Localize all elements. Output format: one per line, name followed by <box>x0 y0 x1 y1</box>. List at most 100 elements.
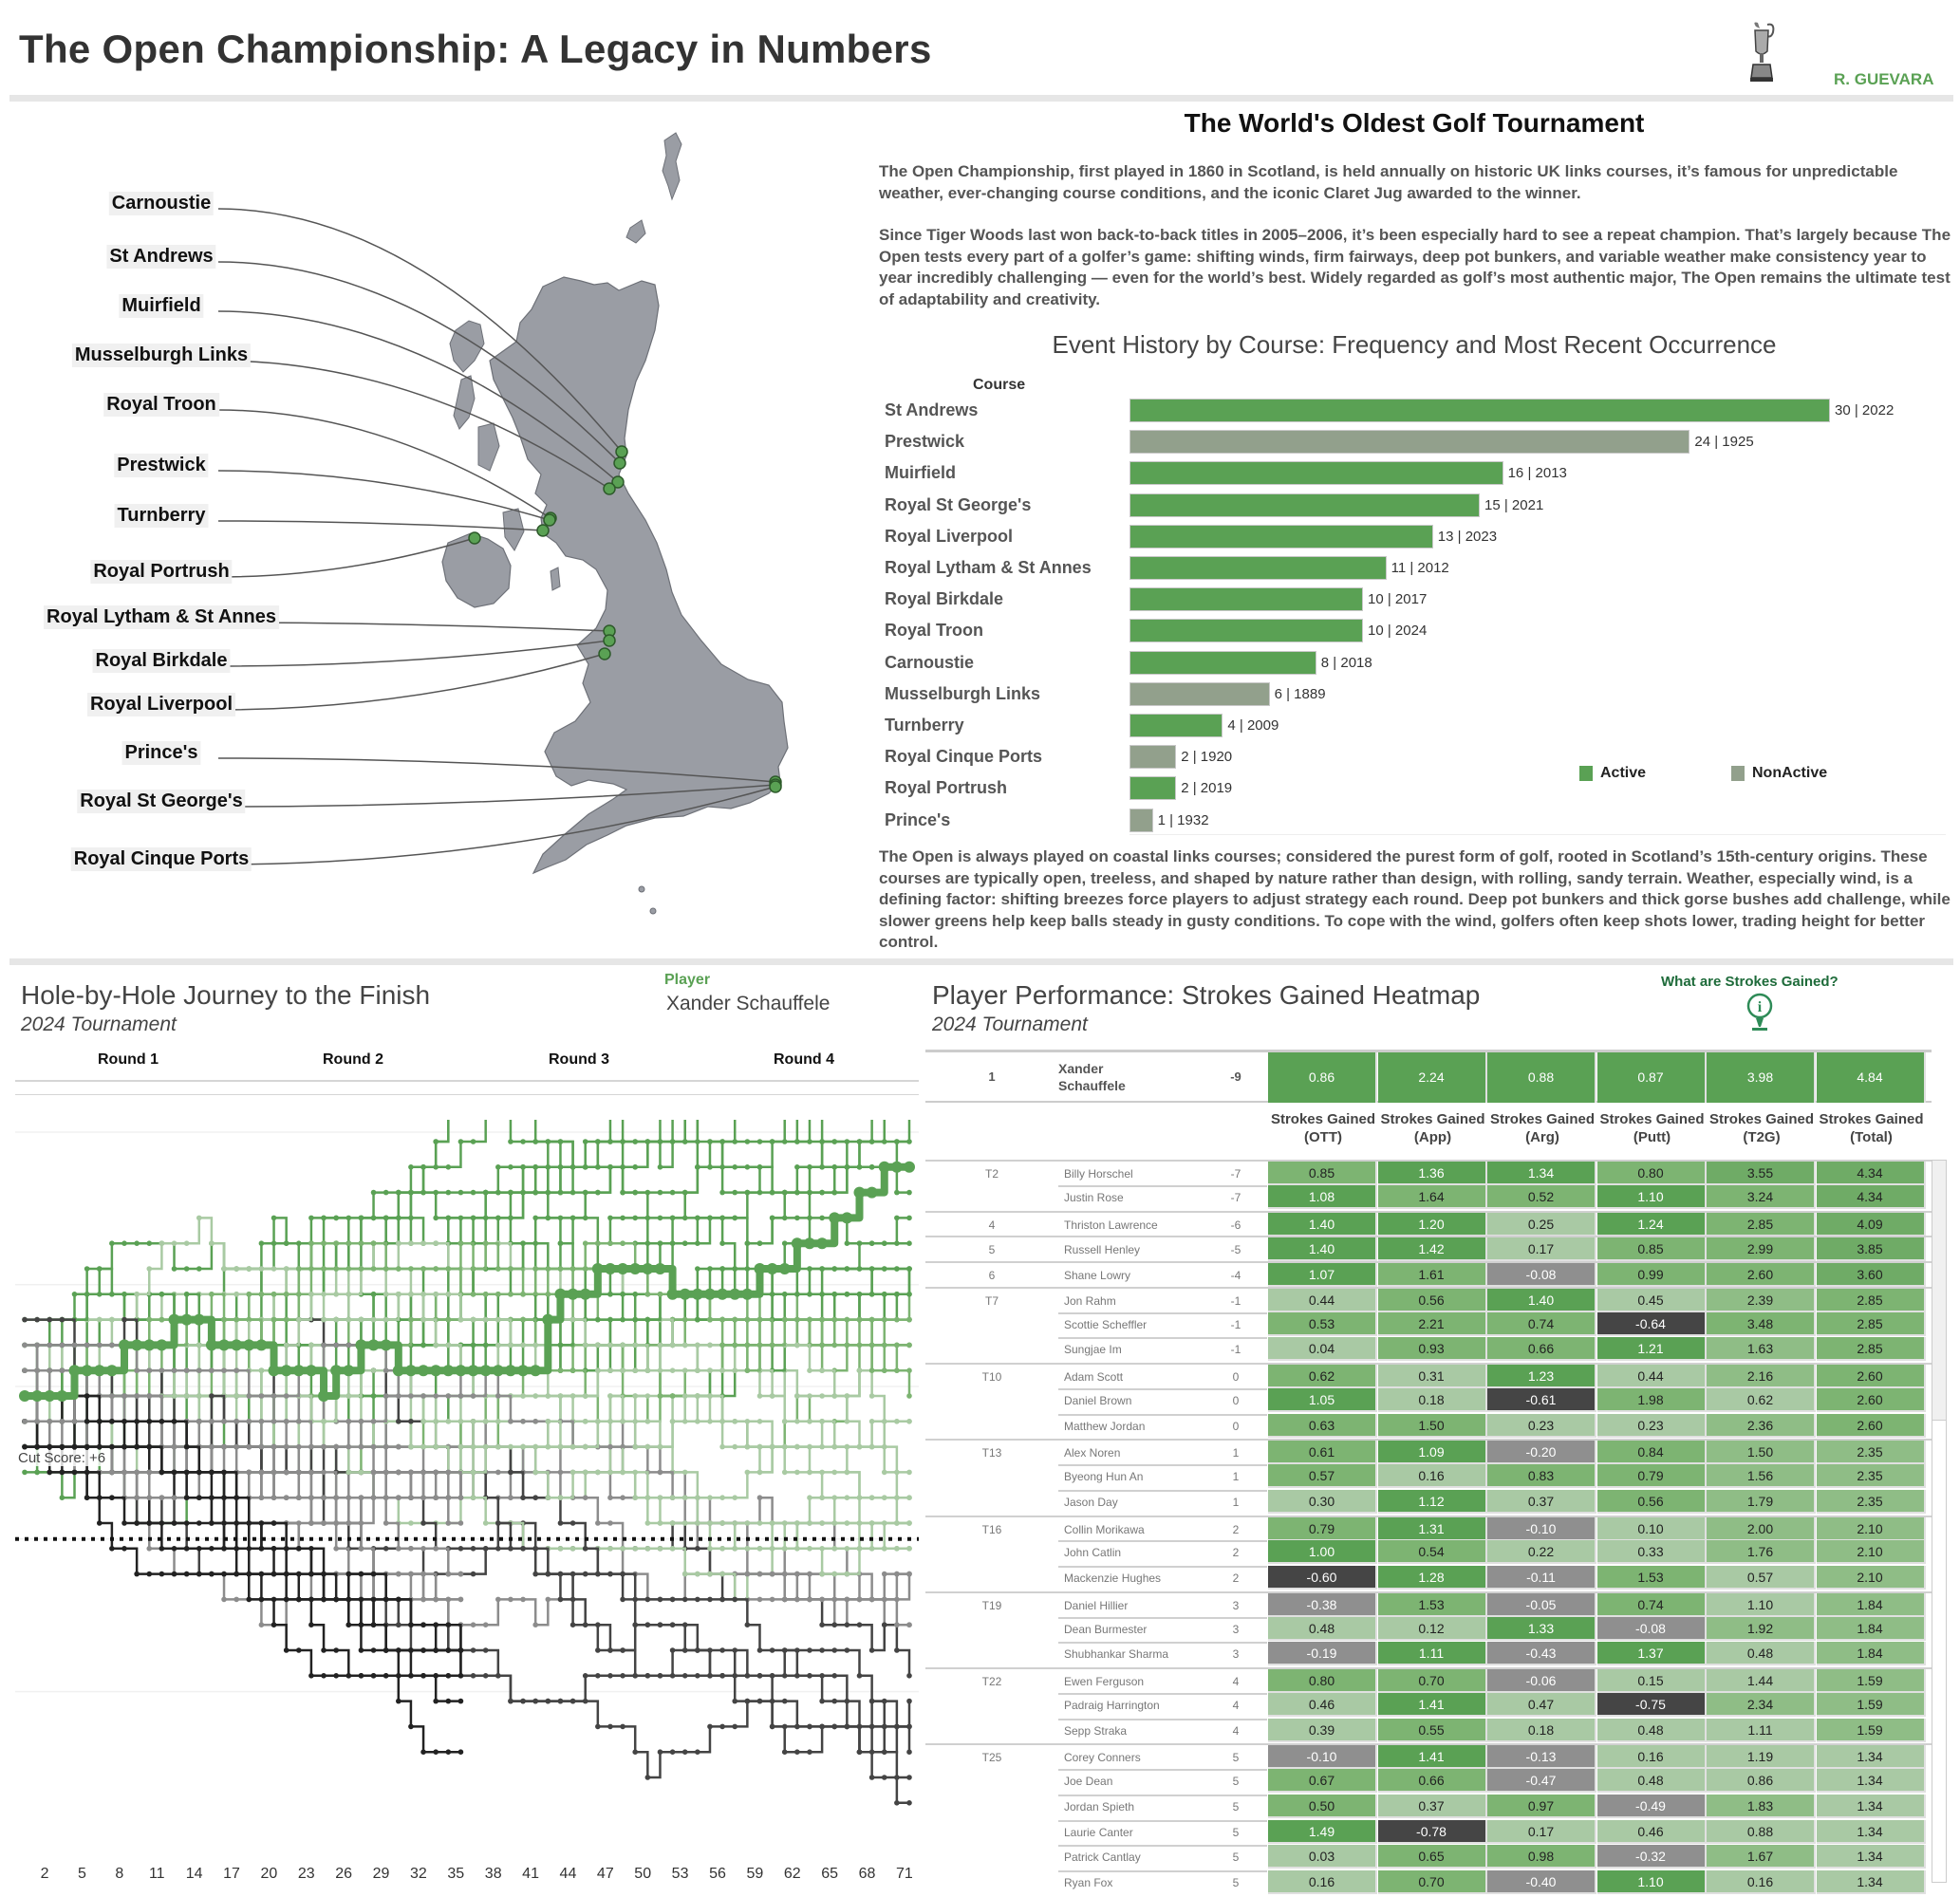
table-row[interactable]: Sepp Straka 4 0.39 0.55 0.18 0.48 1.11 1.59 <box>925 1718 1932 1744</box>
table-row[interactable]: T2 Billy Horschel -7 0.85 1.36 1.34 0.80 3.55 4.… <box>925 1160 1932 1185</box>
heatmap-cell[interactable]: -0.19 <box>1268 1642 1377 1666</box>
heatmap-cell[interactable]: 1.41 <box>1377 1745 1487 1770</box>
heatmap-cell[interactable]: 0.65 <box>1377 1845 1487 1869</box>
heatmap-scrollbar-thumb[interactable] <box>1932 1161 1946 1421</box>
heatmap-cell[interactable]: 1.98 <box>1596 1387 1707 1412</box>
heatmap-cell[interactable]: 1.21 <box>1596 1337 1707 1362</box>
heatmap-cell[interactable]: 0.66 <box>1487 1337 1596 1362</box>
heatmap-cell[interactable]: 1.49 <box>1268 1819 1377 1844</box>
heatmap-leader-cell[interactable]: 2.24 <box>1377 1052 1487 1103</box>
heatmap-leader-cell[interactable]: 4.84 <box>1816 1052 1926 1103</box>
heatmap-cell[interactable]: 0.55 <box>1377 1718 1487 1742</box>
heatmap-cell[interactable]: 1.05 <box>1268 1387 1377 1412</box>
heatmap-cell[interactable]: 0.79 <box>1596 1464 1707 1488</box>
heatmap-cell[interactable]: 0.56 <box>1596 1489 1707 1514</box>
heatmap-cell[interactable]: 1.07 <box>1268 1263 1377 1287</box>
heatmap-cell[interactable]: 1.50 <box>1707 1441 1816 1465</box>
heatmap-cell[interactable]: 0.15 <box>1596 1669 1707 1693</box>
table-row[interactable]: John Catlin 2 1.00 0.54 0.22 0.33 1.76 2.10 <box>925 1540 1932 1566</box>
heatmap-cell[interactable]: 0.03 <box>1268 1845 1377 1869</box>
heatmap-cell[interactable]: 1.79 <box>1707 1489 1816 1514</box>
bar-row[interactable]: Turnberry 4 | 2009 <box>873 710 1955 741</box>
bar-row[interactable]: Musselburgh Links 6 | 1889 <box>873 679 1955 710</box>
heatmap-cell[interactable]: 2.39 <box>1707 1288 1816 1312</box>
heatmap-cell[interactable]: 2.60 <box>1816 1365 1926 1388</box>
heatmap-cell[interactable]: 0.70 <box>1377 1870 1487 1894</box>
heatmap-cell[interactable]: -0.40 <box>1487 1870 1596 1894</box>
heatmap-cell[interactable]: 0.18 <box>1487 1718 1596 1742</box>
heatmap-cell[interactable]: 1.63 <box>1707 1337 1816 1362</box>
heatmap-cell[interactable]: 2.35 <box>1816 1464 1926 1488</box>
bar-row[interactable]: Royal Portrush 2 | 2019 <box>873 772 1955 804</box>
heatmap-cell[interactable]: 0.48 <box>1596 1718 1707 1742</box>
heatmap-cell[interactable]: 0.16 <box>1268 1870 1377 1894</box>
bar[interactable] <box>1129 556 1387 580</box>
heatmap-cell[interactable]: -0.60 <box>1268 1566 1377 1590</box>
strokes-gained-info-link[interactable]: What are Strokes Gained? <box>1661 974 1839 990</box>
heatmap-cell[interactable]: 4.34 <box>1816 1184 1926 1209</box>
heatmap-cell[interactable]: 1.10 <box>1707 1592 1816 1617</box>
heatmap-cell[interactable]: 1.40 <box>1487 1288 1596 1312</box>
heatmap-cell[interactable]: 1.42 <box>1377 1237 1487 1262</box>
bar[interactable] <box>1129 524 1433 549</box>
bar-row[interactable]: Royal Cinque Ports 2 | 1920 <box>873 741 1955 772</box>
bar[interactable] <box>1129 587 1363 612</box>
heatmap-cell[interactable]: 1.33 <box>1487 1616 1596 1641</box>
heatmap-cell[interactable]: 1.84 <box>1816 1616 1926 1641</box>
table-row[interactable]: Jason Day 1 0.30 1.12 0.37 0.56 1.79 2.35 <box>925 1489 1932 1516</box>
heatmap-cell[interactable]: -0.47 <box>1487 1769 1596 1793</box>
heatmap-cell[interactable]: 1.28 <box>1377 1566 1487 1590</box>
bar-row[interactable]: Royal St George's 15 | 2021 <box>873 490 1955 521</box>
table-row[interactable]: Byeong Hun An 1 0.57 0.16 0.83 0.79 1.56 2.35 <box>925 1464 1932 1490</box>
heatmap-cell[interactable]: 2.60 <box>1816 1413 1926 1438</box>
heatmap-cell[interactable]: 1.44 <box>1707 1669 1816 1693</box>
heatmap-cell[interactable]: 0.44 <box>1596 1365 1707 1388</box>
heatmap-cell[interactable]: 0.25 <box>1487 1212 1596 1237</box>
heatmap-cell[interactable]: 1.59 <box>1816 1692 1926 1717</box>
heatmap-cell[interactable]: 2.36 <box>1707 1413 1816 1438</box>
heatmap-cell[interactable]: 1.61 <box>1377 1263 1487 1287</box>
heatmap-cell[interactable]: -0.78 <box>1377 1819 1487 1844</box>
heatmap-cell[interactable]: 1.34 <box>1816 1819 1926 1844</box>
table-row[interactable]: 5 Russell Henley -5 1.40 1.42 0.17 0.85 2.99 3.8… <box>925 1236 1932 1262</box>
heatmap-cell[interactable]: 3.48 <box>1707 1311 1816 1336</box>
bar-row[interactable]: Royal Liverpool 13 | 2023 <box>873 521 1955 552</box>
heatmap-cell[interactable]: 2.00 <box>1707 1516 1816 1541</box>
heatmap-cell[interactable]: 1.53 <box>1377 1592 1487 1617</box>
heatmap-cell[interactable]: 2.35 <box>1816 1489 1926 1514</box>
bar-row[interactable]: Carnoustie 8 | 2018 <box>873 647 1955 679</box>
heatmap-cell[interactable]: 1.53 <box>1596 1566 1707 1590</box>
heatmap-cell[interactable]: 1.59 <box>1816 1718 1926 1742</box>
heatmap-cell[interactable]: 1.41 <box>1377 1692 1487 1717</box>
heatmap-cell[interactable]: 3.60 <box>1816 1263 1926 1287</box>
heatmap-cell[interactable]: 0.98 <box>1487 1845 1596 1869</box>
heatmap-cell[interactable]: 1.19 <box>1707 1745 1816 1770</box>
bar[interactable] <box>1129 808 1153 832</box>
heatmap-cell[interactable]: 1.12 <box>1377 1489 1487 1514</box>
table-row[interactable]: Shubhankar Sharma 3 -0.19 1.11 -0.43 1.37 0.48… <box>925 1642 1932 1667</box>
heatmap-cell[interactable]: 2.85 <box>1707 1212 1816 1237</box>
bar[interactable] <box>1129 430 1690 455</box>
heatmap-cell[interactable]: 0.16 <box>1707 1870 1816 1894</box>
table-row[interactable]: Joe Dean 5 0.67 0.66 -0.47 0.48 0.86 1.34 <box>925 1769 1932 1795</box>
heatmap-cell[interactable]: 0.52 <box>1487 1184 1596 1209</box>
heatmap-cell[interactable]: 0.44 <box>1268 1288 1377 1312</box>
heatmap-cell[interactable]: 0.48 <box>1596 1769 1707 1793</box>
table-row[interactable]: Padraig Harrington 4 0.46 1.41 0.47 -0.75 2.34… <box>925 1692 1932 1719</box>
heatmap-cell[interactable]: 1.34 <box>1487 1162 1596 1185</box>
heatmap-cell[interactable]: 1.34 <box>1816 1745 1926 1770</box>
heatmap-cell[interactable]: 0.48 <box>1268 1616 1377 1641</box>
heatmap-cell[interactable]: 0.56 <box>1377 1288 1487 1312</box>
table-row[interactable]: T13 Alex Noren 1 0.61 1.09 -0.20 0.84 1.50 2.35 <box>925 1439 1932 1465</box>
heatmap-cell[interactable]: -0.75 <box>1596 1692 1707 1717</box>
table-row[interactable]: Laurie Canter 5 1.49 -0.78 0.17 0.46 0.88 1.34 <box>925 1819 1932 1846</box>
heatmap-cell[interactable]: 2.60 <box>1816 1387 1926 1412</box>
heatmap-cell[interactable]: 1.34 <box>1816 1794 1926 1818</box>
table-row[interactable]: Sungjae Im -1 0.04 0.93 0.66 1.21 1.63 2.85 <box>925 1337 1932 1363</box>
bar-row[interactable]: Prince's 1 | 1932 <box>873 805 1955 836</box>
bar-row[interactable]: Prestwick 24 | 1925 <box>873 426 1955 457</box>
heatmap-cell[interactable]: 1.09 <box>1377 1441 1487 1465</box>
heatmap-cell[interactable]: 0.99 <box>1596 1263 1707 1287</box>
bar[interactable] <box>1129 650 1316 675</box>
heatmap-cell[interactable]: 4.34 <box>1816 1162 1926 1185</box>
